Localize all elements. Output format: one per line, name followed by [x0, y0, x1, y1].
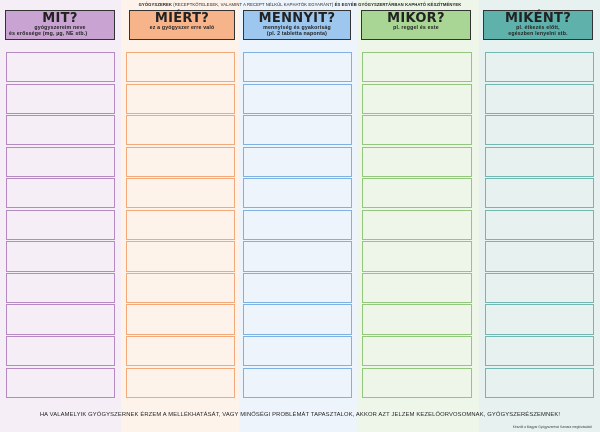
- entry-cell[interactable]: [243, 335, 352, 367]
- entry-column-mennyit: [243, 52, 352, 399]
- entry-cell[interactable]: [243, 304, 352, 335]
- entry-cell[interactable]: [6, 83, 115, 114]
- entry-cell[interactable]: [362, 241, 472, 272]
- entry-cell[interactable]: [485, 209, 594, 240]
- entry-cell[interactable]: [126, 367, 235, 398]
- entry-cell[interactable]: [362, 304, 472, 335]
- entry-cell[interactable]: [126, 146, 235, 177]
- entry-cell[interactable]: [126, 115, 235, 146]
- header-title: MENNYIT?: [258, 11, 336, 26]
- top-note-strong1: GYÓGYSZEREK: [138, 2, 173, 7]
- header-subtitle-2: egészben lenyelni stb.: [508, 31, 568, 37]
- entry-cell[interactable]: [362, 367, 472, 398]
- header-mikent: MIKÉNT? pl. étkezés előtt, egészben leny…: [483, 10, 593, 40]
- header-subtitle: mennyiség és gyakoriság: [263, 25, 331, 31]
- entry-cell[interactable]: [6, 52, 115, 83]
- entry-cell[interactable]: [243, 272, 352, 304]
- top-note-normal: (RECEPTKÖTELESEK, VALAMINT A RECEPT NÉLK…: [172, 2, 335, 7]
- entry-cell[interactable]: [126, 178, 235, 209]
- entry-cell[interactable]: [126, 83, 235, 114]
- entry-cell[interactable]: [126, 335, 235, 367]
- entry-cell[interactable]: [126, 272, 235, 304]
- entry-cell[interactable]: [126, 304, 235, 335]
- entry-cell[interactable]: [243, 367, 352, 398]
- entry-cell[interactable]: [6, 272, 115, 304]
- entry-cell[interactable]: [485, 335, 594, 367]
- header-subtitle: gyógyszereim neve: [34, 25, 86, 31]
- entry-cell[interactable]: [6, 304, 115, 335]
- header-subtitle: ez a gyógyszer erre való: [149, 25, 215, 31]
- entry-cell[interactable]: [243, 146, 352, 177]
- header-subtitle-2: és erőssége (mg, µg, NE stb.): [9, 31, 88, 37]
- entry-cell[interactable]: [126, 209, 235, 240]
- column-bg-1: [0, 0, 121, 432]
- column-bg-3: [239, 0, 357, 432]
- header-title: MIKÉNT?: [504, 11, 572, 26]
- column-bg-4: [357, 0, 479, 432]
- entry-cell[interactable]: [362, 335, 472, 367]
- entry-cell[interactable]: [6, 209, 115, 240]
- entry-cell[interactable]: [362, 83, 472, 114]
- header-title: MIT?: [42, 11, 78, 26]
- column-bg-2: [121, 0, 239, 432]
- entry-cell[interactable]: [485, 272, 594, 304]
- entry-cell[interactable]: [243, 241, 352, 272]
- entry-cell[interactable]: [362, 272, 472, 304]
- entry-cell[interactable]: [362, 115, 472, 146]
- entry-cell[interactable]: [6, 146, 115, 177]
- header-miert: MIÉRT? ez a gyógyszer erre való: [129, 10, 235, 40]
- entry-cell[interactable]: [243, 209, 352, 240]
- entry-column-mit: [6, 52, 115, 399]
- entry-cell[interactable]: [362, 209, 472, 240]
- entry-cell[interactable]: [6, 367, 115, 398]
- entry-cell[interactable]: [485, 178, 594, 209]
- header-mit: MIT? gyógyszereim neve és erőssége (mg, …: [5, 10, 115, 40]
- header-subtitle-2: (pl. 2 tabletta naponta): [266, 31, 328, 37]
- footer-warning: HA VALAMELYIK GYÓGYSZERNEK ÉRZEM A MELLÉ…: [39, 412, 561, 418]
- entry-cell[interactable]: [126, 52, 235, 83]
- entry-column-mikent: [485, 52, 594, 399]
- entry-cell[interactable]: [6, 115, 115, 146]
- top-note: GYÓGYSZEREK (RECEPTKÖTELESEK, VALAMINT A…: [0, 2, 600, 7]
- entry-cell[interactable]: [485, 146, 594, 177]
- header-subtitle: pl. étkezés előtt,: [516, 25, 560, 31]
- entry-cell[interactable]: [485, 52, 594, 83]
- entry-cell[interactable]: [6, 241, 115, 272]
- entry-cell[interactable]: [6, 178, 115, 209]
- entry-cell[interactable]: [362, 178, 472, 209]
- header-mikor: MIKOR? pl. reggel és este: [361, 10, 471, 40]
- entry-cell[interactable]: [243, 83, 352, 114]
- header-title: MIKOR?: [387, 11, 445, 26]
- entry-cell[interactable]: [243, 52, 352, 83]
- entry-cell[interactable]: [485, 241, 594, 272]
- entry-cell[interactable]: [362, 52, 472, 83]
- entry-cell[interactable]: [485, 304, 594, 335]
- credit-note: Készült a Magyar Gyógyszerészi Kamara me…: [512, 425, 592, 429]
- entry-column-mikor: [362, 52, 472, 399]
- header-mennyit: MENNYIT? mennyiség és gyakoriság (pl. 2 …: [243, 10, 351, 40]
- entry-cell[interactable]: [485, 115, 594, 146]
- entry-cell[interactable]: [6, 335, 115, 367]
- entry-column-miert: [126, 52, 235, 399]
- header-title: MIÉRT?: [154, 11, 210, 26]
- top-note-strong2: ÉS EGYÉB GYÓGYSZERTÁRBAN KAPHATÓ KÉSZÍTM…: [334, 2, 462, 7]
- entry-cell[interactable]: [485, 367, 594, 398]
- entry-cell[interactable]: [362, 146, 472, 177]
- entry-cell[interactable]: [243, 178, 352, 209]
- entry-cell[interactable]: [126, 241, 235, 272]
- entry-cell[interactable]: [243, 115, 352, 146]
- header-subtitle: pl. reggel és este: [393, 25, 439, 31]
- entry-cell[interactable]: [485, 83, 594, 114]
- column-bg-5: [479, 0, 600, 432]
